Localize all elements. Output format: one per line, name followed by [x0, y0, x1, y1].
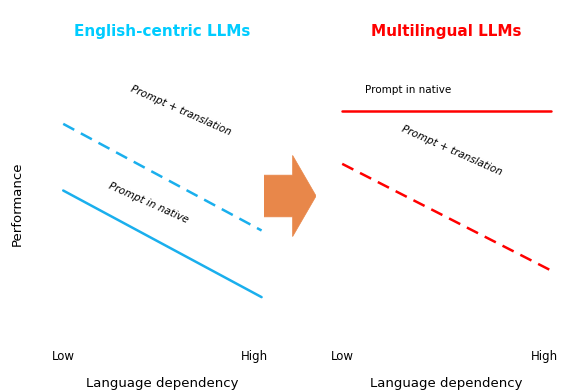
- Text: Prompt + translation: Prompt + translation: [129, 84, 233, 137]
- Text: Prompt in native: Prompt in native: [365, 85, 452, 94]
- Text: High: High: [241, 350, 268, 363]
- Text: English-centric LLMs: English-centric LLMs: [74, 24, 251, 38]
- Text: High: High: [531, 350, 558, 363]
- Text: Multilingual LLMs: Multilingual LLMs: [371, 24, 522, 38]
- Text: Prompt + translation: Prompt + translation: [400, 124, 504, 177]
- Text: Prompt in native: Prompt in native: [107, 181, 190, 225]
- Text: Performance: Performance: [10, 162, 23, 246]
- Polygon shape: [264, 155, 316, 237]
- Text: Language dependency: Language dependency: [371, 377, 523, 390]
- Text: Language dependency: Language dependency: [86, 377, 238, 390]
- Text: Low: Low: [52, 350, 75, 363]
- Text: Low: Low: [331, 350, 354, 363]
